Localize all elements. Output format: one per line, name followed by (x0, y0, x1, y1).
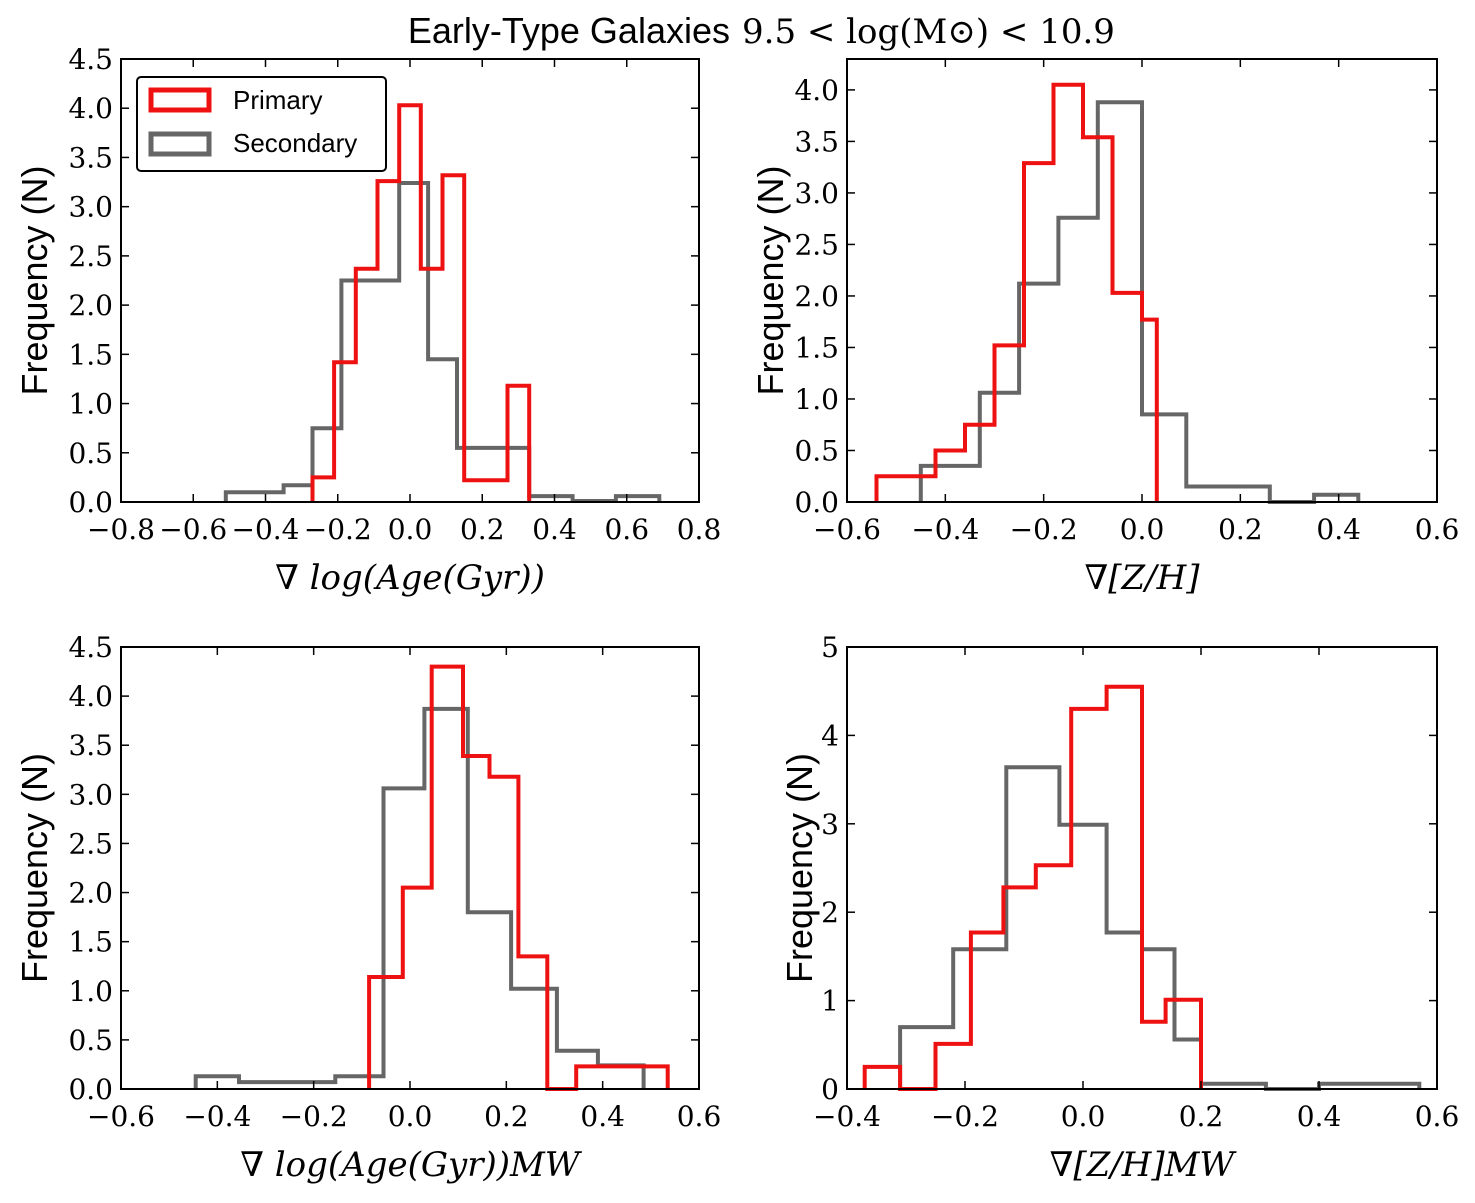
y-tick-label: 0.0 (794, 486, 839, 519)
y-tick-label: 2.5 (794, 228, 839, 261)
y-axis-label: Frequency (N) (14, 165, 55, 395)
y-axis-label: Frequency (N) (779, 753, 820, 983)
y-tick-label: 2.5 (68, 240, 113, 273)
y-tick-label: 0.5 (794, 434, 839, 467)
x-axis-label: ∇ log(Age(Gyr))MW (240, 1145, 583, 1185)
x-tick-label: 0.0 (1120, 513, 1165, 546)
x-tick-label: 0.6 (677, 1100, 722, 1133)
y-tick-label: 3.5 (68, 141, 113, 174)
y-tick-label: 4.0 (68, 680, 113, 713)
histogram-secondary (193, 706, 646, 1089)
y-tick-label: 4.5 (68, 43, 113, 76)
histogram-primary (874, 82, 1159, 502)
x-tick-label: 0.4 (532, 513, 577, 546)
x-tick-label: 0.6 (1415, 1100, 1460, 1133)
x-axis-label: ∇[Z/H]MW (1050, 1145, 1238, 1185)
y-tick-label: 2.0 (68, 877, 113, 910)
x-tick-label: −0.2 (1010, 513, 1078, 546)
x-tick-label: 0.6 (1415, 513, 1460, 546)
y-tick-label: 4.0 (794, 74, 839, 107)
y-tick-label: 1.0 (68, 388, 113, 421)
x-tick-label: 0.2 (1179, 1100, 1224, 1133)
y-tick-label: 3 (821, 808, 839, 841)
y-tick-label: 4.0 (68, 92, 113, 125)
x-tick-label: 0.0 (388, 1100, 433, 1133)
x-tick-label: −0.4 (813, 1100, 881, 1133)
x-tick-label: 0.4 (1297, 1100, 1342, 1133)
legend-frame (136, 76, 387, 172)
x-tick-label: 0.0 (1061, 1100, 1106, 1133)
x-tick-label: −0.4 (911, 513, 979, 546)
histogram-secondary (898, 765, 1422, 1091)
x-tick-label: −0.6 (159, 513, 227, 546)
x-tick-label: −0.2 (931, 1100, 999, 1133)
x-axis-label: ∇[Z/H] (1085, 558, 1201, 598)
histogram-primary (310, 103, 532, 502)
y-tick-label: 0.5 (68, 1024, 113, 1057)
y-tick-label: 2 (821, 896, 839, 929)
x-tick-label: −0.2 (280, 1100, 348, 1133)
x-tick-label: −0.6 (813, 513, 881, 546)
panel-age-gradient-mw: −0.6 −0.4 −0.2 0.0 0.2 0.4 0.6 0.0 0.5 1.0 1.5 2.0 2… (14, 631, 721, 1185)
y-tick-label: 3.0 (68, 778, 113, 811)
x-tick-label: 0.2 (484, 1100, 529, 1133)
x-tick-label: 0.0 (388, 513, 433, 546)
y-tick-label: 1.5 (68, 338, 113, 371)
axes-frame (846, 646, 1438, 1090)
legend-primary-label: Primary (233, 85, 323, 115)
x-tick-label: −0.4 (232, 513, 300, 546)
x-tick-label: −0.2 (304, 513, 372, 546)
legend-secondary-label: Secondary (233, 128, 357, 158)
y-tick-label: 3.5 (794, 125, 839, 158)
legend: Primary Secondary (136, 76, 387, 172)
panel-metallicity-gradient-mw: −0.4 −0.2 0.0 0.2 0.4 0.6 0 1 2 3 4 5 ∇[Z/H]MW Freque… (779, 631, 1459, 1185)
y-tick-label: 1.5 (68, 926, 113, 959)
y-tick-label: 0.5 (68, 437, 113, 470)
y-tick-label: 2.0 (68, 289, 113, 322)
x-tick-label: −0.6 (87, 1100, 155, 1133)
y-tick-label: 4.5 (68, 631, 113, 664)
y-tick-label: 1.0 (794, 383, 839, 416)
x-tick-label: −0.4 (183, 1100, 251, 1133)
y-axis-label: Frequency (N) (750, 165, 791, 395)
x-tick-label: 0.2 (460, 513, 505, 546)
y-tick-label: 1 (821, 985, 839, 1018)
y-tick-label: 3.5 (68, 729, 113, 762)
y-tick-label: 5 (821, 631, 839, 664)
y-tick-label: 0.0 (68, 486, 113, 519)
y-axis-label: Frequency (N) (14, 753, 55, 983)
histogram-primary (367, 664, 670, 1091)
x-tick-label: 0.4 (580, 1100, 625, 1133)
y-tick-label: 3.0 (794, 177, 839, 210)
panel-age-gradient: −0.8 −0.6 −0.4 −0.2 0.0 0.2 0.4 0.6 0.8 0.0 0.5 1.0… (14, 43, 721, 598)
figure-title: Early-Type Galaxies (408, 10, 730, 51)
panel-metallicity-gradient: −0.6 −0.4 −0.2 0.0 0.2 0.4 0.6 0.0 0.5 1.0 1.5 2.0 2… (750, 58, 1460, 598)
figure-title-math: 9.5 < log(M⊙) < 10.9 (742, 12, 1115, 52)
x-axis-label: ∇ log(Age(Gyr)) (275, 558, 545, 598)
y-tick-label: 1.0 (68, 975, 113, 1008)
axes-frame (120, 646, 700, 1090)
y-tick-label: 4 (821, 719, 839, 752)
x-tick-label: 0.8 (677, 513, 722, 546)
histogram-secondary (918, 100, 1361, 504)
y-tick-label: 0.0 (68, 1073, 113, 1106)
legend-secondary-swatch (148, 131, 212, 157)
x-tick-label: 0.2 (1218, 513, 1263, 546)
legend-primary-swatch (148, 87, 212, 113)
y-tick-label: 1.5 (794, 331, 839, 364)
y-tick-label: 2.0 (794, 280, 839, 313)
y-tick-label: 3.0 (68, 191, 113, 224)
y-tick-label: 2.5 (68, 827, 113, 860)
x-tick-label: −0.8 (87, 513, 155, 546)
x-tick-label: 0.4 (1316, 513, 1361, 546)
x-tick-label: 0.6 (604, 513, 649, 546)
y-tick-label: 0 (821, 1073, 839, 1106)
